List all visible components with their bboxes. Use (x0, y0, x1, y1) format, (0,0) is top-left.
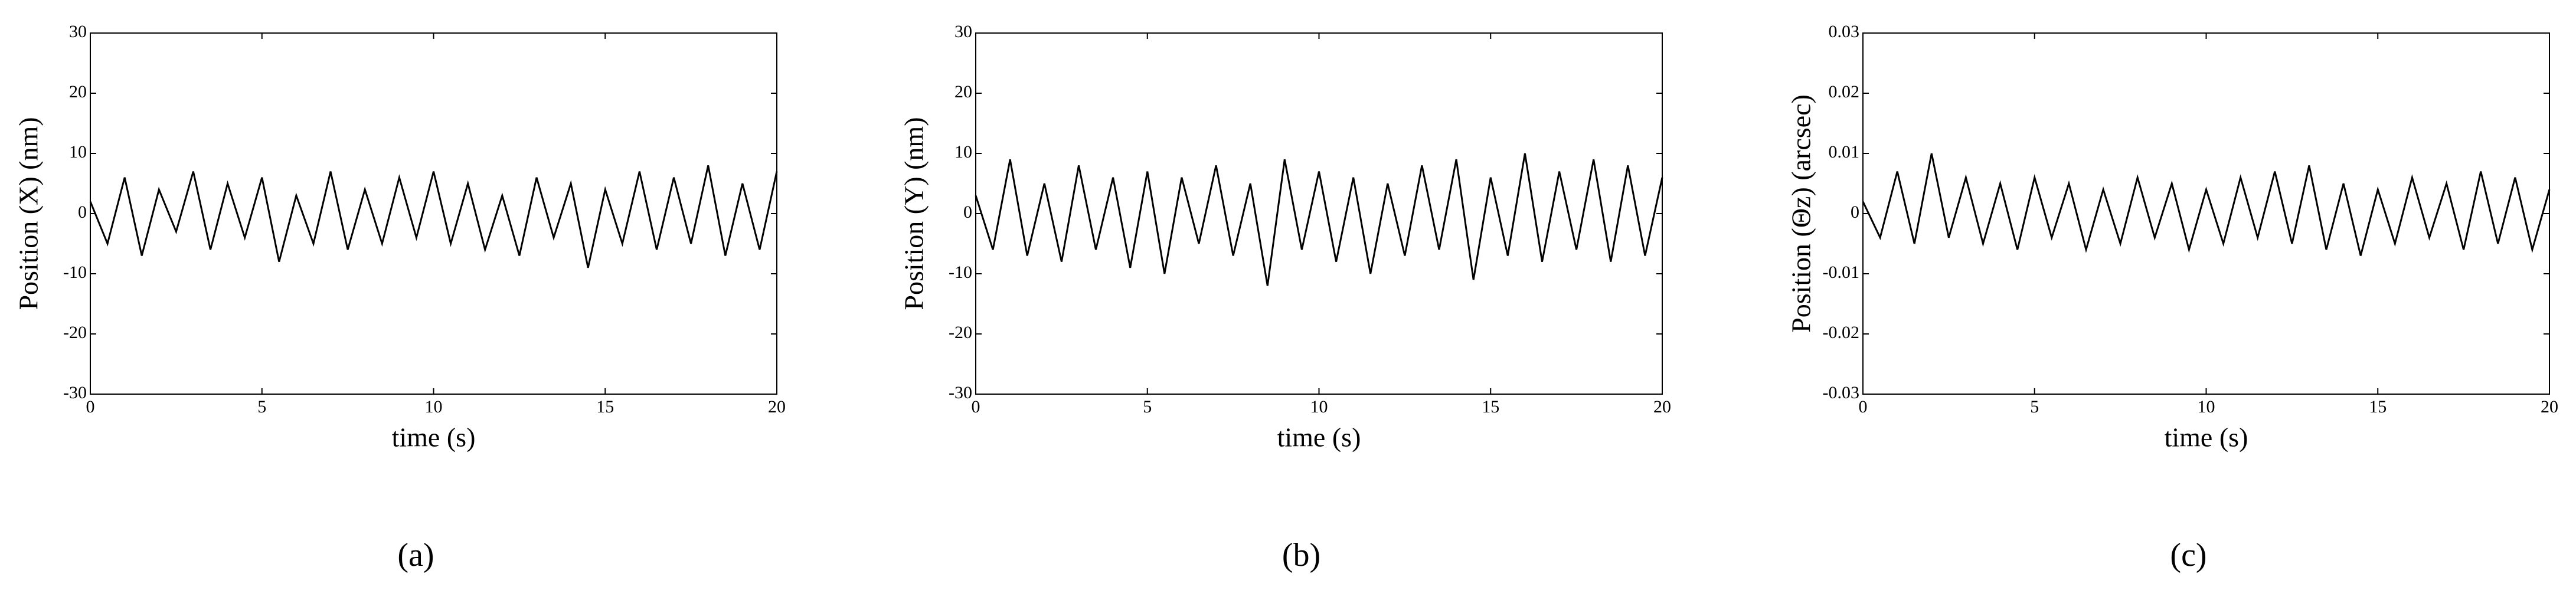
y-tick-label: -10 (63, 263, 87, 282)
x-tick-label: 15 (2369, 397, 2387, 417)
x-tick-label: 5 (1143, 397, 1152, 417)
panel-label: (c) (2170, 537, 2206, 573)
plot-frame (1862, 32, 2550, 395)
x-tick-label: 5 (2030, 397, 2039, 417)
x-tick-label: 15 (596, 397, 614, 417)
y-tick-label: 0 (78, 202, 87, 222)
y-tick-label: 10 (954, 142, 972, 162)
plot-frame (90, 32, 777, 395)
x-tick-label: 10 (1310, 397, 1328, 417)
y-tick-label: 20 (954, 82, 972, 101)
y-tick-label: 0.01 (1829, 142, 1860, 162)
y-tick-label: -10 (949, 263, 972, 282)
x-tick-label: 20 (2541, 397, 2558, 417)
y-tick-label: -0.03 (1823, 383, 1860, 402)
y-tick-label: 0.02 (1829, 82, 1860, 101)
y-tick-label: -0.02 (1823, 323, 1860, 342)
y-tick-label: 0 (963, 202, 972, 222)
y-tick-label: 20 (69, 82, 87, 101)
y-axis-label: Position (Θz) (arcsec) (1786, 94, 1816, 333)
y-tick-label: -20 (63, 323, 87, 342)
x-tick-label: 0 (86, 397, 95, 417)
y-tick-label: 10 (69, 142, 87, 162)
y-axis-label: Position (X) (nm) (14, 117, 44, 310)
y-axis-label: Position (Y) (nm) (899, 117, 929, 310)
x-tick-label: 20 (1653, 397, 1671, 417)
x-tick-label: 10 (2198, 397, 2215, 417)
y-tick-label: 30 (954, 22, 972, 41)
y-tick-label: -30 (949, 383, 972, 402)
x-tick-label: 10 (425, 397, 443, 417)
y-tick-label: -0.01 (1823, 263, 1860, 282)
signal-line (89, 165, 778, 268)
x-tick-label: 15 (1482, 397, 1499, 417)
y-tick-label: 30 (69, 22, 87, 41)
signal-line (975, 153, 1663, 286)
x-tick-label: 0 (1859, 397, 1868, 417)
y-tick-label: 0 (1851, 202, 1859, 222)
x-tick-label: 0 (972, 397, 980, 417)
panel-label: (a) (397, 537, 434, 573)
plot-frame (975, 32, 1663, 395)
x-axis-label: time (s) (1277, 422, 1361, 453)
y-tick-label: -30 (63, 383, 87, 402)
x-tick-label: 5 (257, 397, 266, 417)
y-tick-label: 0.03 (1829, 22, 1860, 41)
x-axis-label: time (s) (392, 422, 476, 453)
y-tick-label: -20 (949, 323, 972, 342)
x-tick-label: 20 (768, 397, 786, 417)
panel-label: (b) (1282, 537, 1320, 573)
signal-line (1862, 153, 2551, 256)
x-axis-label: time (s) (2165, 422, 2248, 453)
